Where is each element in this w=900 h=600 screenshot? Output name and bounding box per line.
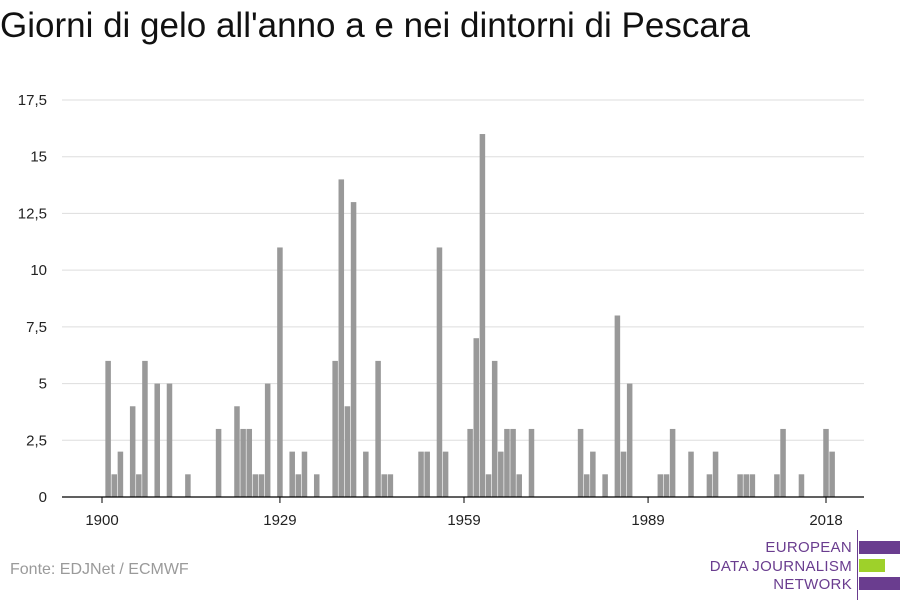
bar	[442, 451, 449, 497]
bar	[166, 383, 173, 497]
y-tick-label: 15	[30, 149, 47, 166]
bar	[105, 360, 111, 497]
bar	[657, 474, 664, 497]
bar	[626, 383, 633, 497]
bar	[577, 428, 584, 497]
bar	[363, 451, 369, 497]
bar	[510, 428, 516, 497]
logo-line-data-journalism: DATA JOURNALISM	[709, 558, 852, 575]
y-tick-label: 10	[30, 262, 47, 279]
bar	[154, 383, 160, 497]
bar	[234, 406, 240, 497]
bar	[774, 474, 780, 497]
bar	[129, 406, 136, 497]
source-note: Fonte: EDJNet / ECMWF	[10, 561, 189, 578]
bar	[798, 474, 805, 497]
bar	[215, 428, 222, 497]
bar	[467, 428, 473, 497]
bar	[264, 383, 271, 497]
x-axis-ticks: 1900 1929 1959 1989 2018	[85, 497, 843, 529]
x-tick-label: 1959	[447, 512, 480, 529]
bar	[780, 428, 786, 497]
bar	[712, 451, 719, 497]
y-tick-label: 7,5	[26, 319, 47, 336]
bar	[295, 474, 302, 497]
x-tick-label: 1900	[85, 512, 118, 529]
logo-bar-green	[859, 559, 885, 572]
logo-bar-purple-bottom	[859, 577, 900, 590]
bars	[105, 134, 835, 497]
bar	[350, 202, 357, 497]
bar	[111, 474, 118, 497]
bar	[620, 451, 627, 497]
x-tick-label: 1929	[263, 512, 296, 529]
bar	[301, 451, 308, 497]
logo-bar-purple-top	[859, 541, 900, 554]
bar	[381, 474, 387, 497]
bar	[829, 451, 835, 497]
edjnet-logo: EUROPEAN DATA JOURNALISM NETWORK	[690, 528, 900, 600]
bar	[313, 474, 320, 497]
bar	[663, 474, 670, 497]
bar	[473, 338, 480, 497]
bar	[246, 428, 253, 497]
bar	[737, 474, 743, 497]
bar	[743, 474, 749, 497]
bar	[688, 451, 694, 497]
y-tick-label: 0	[39, 489, 47, 506]
bar	[614, 315, 621, 497]
bar	[424, 451, 430, 497]
bar	[491, 360, 498, 497]
bar	[387, 474, 394, 497]
bar	[418, 451, 424, 497]
y-tick-label: 2,5	[26, 432, 47, 449]
chart-title: Giorni di gelo all'anno a e nei dintorni…	[0, 6, 750, 45]
bar	[277, 247, 283, 497]
bar	[185, 474, 191, 497]
logo-line-network: NETWORK	[773, 576, 852, 593]
bar	[498, 451, 504, 497]
y-tick-label: 17,5	[18, 92, 47, 109]
bar	[117, 451, 124, 497]
x-tick-label: 1989	[631, 512, 664, 529]
bar	[528, 428, 535, 497]
bar	[590, 451, 596, 497]
bar	[240, 428, 246, 497]
y-tick-label: 5	[39, 376, 47, 393]
bar	[583, 474, 590, 497]
bar	[436, 247, 443, 497]
bar	[258, 474, 265, 497]
x-tick-label: 2018	[809, 512, 842, 529]
bar	[344, 406, 351, 497]
bar	[142, 360, 148, 497]
y-tick-label: 12,5	[18, 205, 47, 222]
gridlines	[62, 99, 864, 441]
bar	[669, 428, 676, 497]
bar	[252, 474, 259, 497]
bar	[516, 474, 522, 497]
bar	[479, 134, 486, 497]
bar	[485, 474, 492, 497]
bar	[375, 360, 381, 497]
bar	[289, 451, 295, 497]
bar	[749, 474, 756, 497]
bar	[136, 474, 142, 497]
logo-divider	[857, 530, 858, 600]
bar	[602, 474, 608, 497]
bar	[706, 474, 713, 497]
y-axis-tick-labels: 0 2,5 5 7,5 10 12,5 15 17,5	[18, 92, 47, 506]
bar	[332, 360, 338, 497]
bar	[338, 179, 345, 497]
bar	[504, 428, 510, 497]
logo-line-european: EUROPEAN	[765, 539, 852, 556]
bar	[823, 428, 829, 497]
